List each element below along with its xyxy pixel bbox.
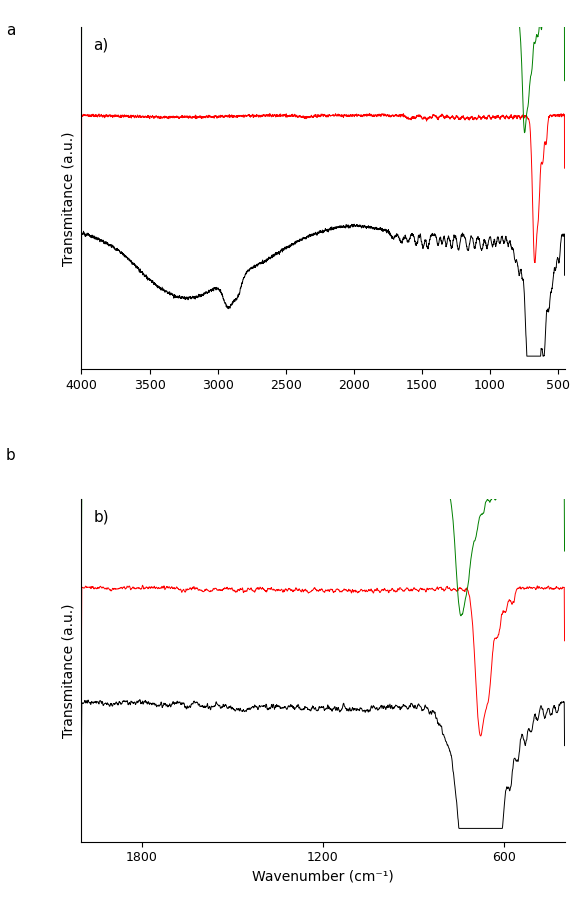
X-axis label: Wavenumber (cm⁻¹): Wavenumber (cm⁻¹) bbox=[252, 870, 394, 884]
Y-axis label: Transmitance (a.u.): Transmitance (a.u.) bbox=[62, 131, 76, 265]
Text: a: a bbox=[6, 23, 15, 38]
Y-axis label: Transmitance (a.u.): Transmitance (a.u.) bbox=[62, 604, 76, 738]
Text: b): b) bbox=[94, 510, 109, 525]
Text: a): a) bbox=[94, 37, 109, 52]
Text: b: b bbox=[6, 448, 16, 463]
